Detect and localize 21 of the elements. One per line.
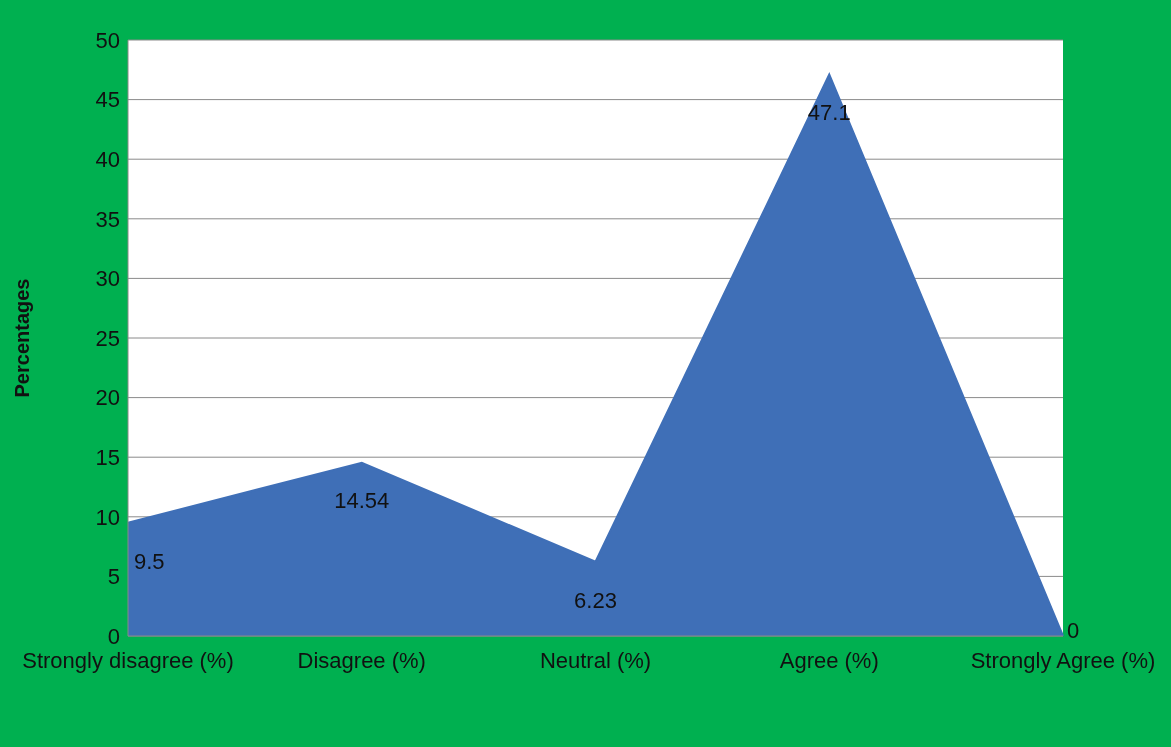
y-axis-title: Percentages (11, 278, 34, 398)
y-tick-label: 20 (95, 385, 120, 411)
y-tick-label: 25 (95, 325, 120, 351)
y-tick-label: 50 (95, 27, 120, 53)
y-tick-label: 30 (95, 266, 120, 292)
y-tick-label: 40 (95, 147, 120, 173)
y-tick-label: 10 (95, 504, 120, 530)
data-label: 9.5 (134, 548, 165, 574)
data-label: 0 (1067, 617, 1080, 643)
y-tick-label: 35 (95, 206, 120, 232)
x-tick-label: Strongly disagree (%) (22, 647, 234, 673)
y-tick-label: 5 (107, 564, 120, 590)
x-tick-label: Agree (%) (779, 647, 879, 673)
x-tick-label: Neutral (%) (539, 647, 652, 673)
data-label: 6.23 (574, 587, 617, 613)
x-tick-label: Disagree (%) (297, 647, 426, 673)
y-tick-label: 0 (107, 623, 120, 649)
y-tick-label: 45 (95, 87, 120, 113)
x-tick-label: Strongly Agree (%) (970, 647, 1156, 673)
y-tick-label: 15 (95, 445, 120, 471)
data-label: 14.54 (334, 488, 390, 514)
